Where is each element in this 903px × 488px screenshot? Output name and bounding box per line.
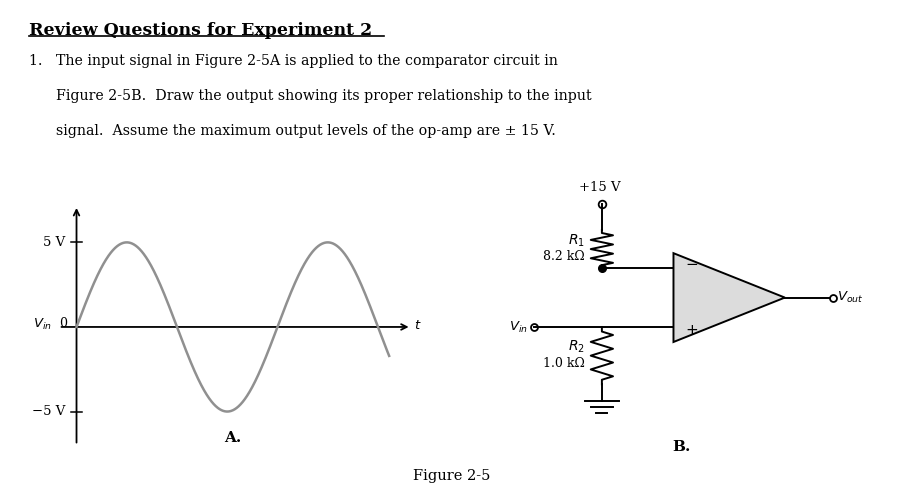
Text: $\mathit{V}_{in}$: $\mathit{V}_{in}$ xyxy=(509,320,527,334)
Text: +15 V: +15 V xyxy=(579,182,620,194)
Text: B.: B. xyxy=(672,440,690,454)
Text: $R_2$: $R_2$ xyxy=(568,339,584,355)
Text: A.: A. xyxy=(224,431,241,446)
Text: $R_1$: $R_1$ xyxy=(568,232,584,248)
Text: $\mathit{V}_{out}$: $\mathit{V}_{out}$ xyxy=(836,290,863,305)
Text: $V_{in}$: $V_{in}$ xyxy=(33,317,51,332)
Text: 0: 0 xyxy=(59,317,67,330)
Text: 8.2 kΩ: 8.2 kΩ xyxy=(543,250,584,263)
Polygon shape xyxy=(673,253,784,342)
Text: 5 V: 5 V xyxy=(43,236,65,249)
Text: −5 V: −5 V xyxy=(32,405,65,418)
Text: Figure 2-5: Figure 2-5 xyxy=(413,469,490,483)
Text: Figure 2-5B.  Draw the output showing its proper relationship to the input: Figure 2-5B. Draw the output showing its… xyxy=(29,89,591,103)
Text: +: + xyxy=(684,323,697,338)
Text: 1.0 kΩ: 1.0 kΩ xyxy=(543,357,584,370)
Text: $\it{t}$: $\it{t}$ xyxy=(414,319,421,332)
Text: 1.   The input signal in Figure 2-5A is applied to the comparator circuit in: 1. The input signal in Figure 2-5A is ap… xyxy=(29,54,557,68)
Text: Review Questions for Experiment 2: Review Questions for Experiment 2 xyxy=(29,22,372,39)
Text: signal.  Assume the maximum output levels of the op-amp are ± 15 V.: signal. Assume the maximum output levels… xyxy=(29,124,555,138)
Text: −: − xyxy=(684,257,697,272)
